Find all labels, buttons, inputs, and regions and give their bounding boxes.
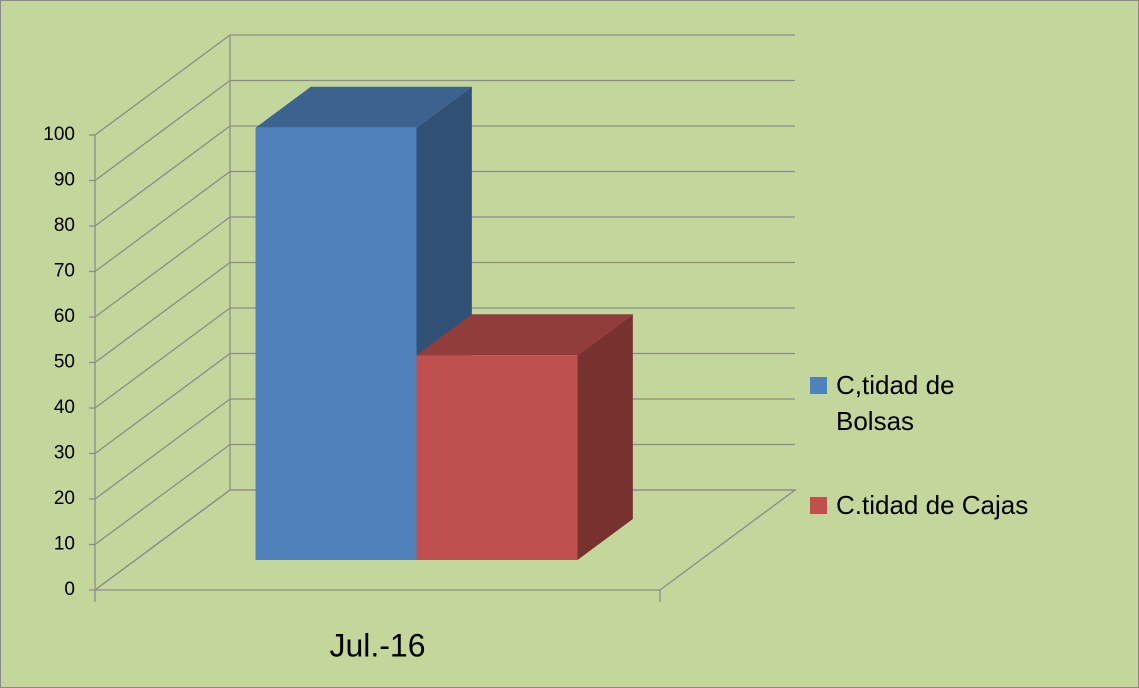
y-tick-label: 0	[64, 579, 75, 600]
y-tick-label: 50	[54, 352, 75, 373]
grid-line	[94, 261, 795, 364]
grid-line	[94, 34, 795, 136]
y-tick-label: 40	[54, 397, 75, 418]
legend-swatch	[810, 377, 827, 394]
y-tick-label: 10	[54, 534, 75, 555]
y-tick-label: 20	[54, 488, 75, 509]
y-tick-label: 90	[54, 170, 75, 191]
bar-top	[255, 86, 472, 128]
legend-label: C,tidad de Bolsas	[836, 370, 955, 436]
bar	[416, 355, 578, 560]
bar-side	[577, 314, 633, 560]
legend-label: C.tidad de Cajas	[836, 490, 1029, 520]
y-tick-label: 30	[54, 443, 75, 464]
grid-line	[94, 79, 795, 182]
y-tick-label: 100	[43, 124, 75, 145]
bar	[255, 127, 417, 560]
y-tick-label: 60	[54, 306, 75, 327]
legend-swatch	[810, 497, 827, 514]
y-tick-label: 80	[54, 215, 75, 236]
bar-top	[416, 314, 633, 356]
x-tick-label: Jul.-16	[329, 627, 425, 663]
grid-line	[94, 307, 795, 409]
grid-line	[94, 216, 795, 318]
grid-line	[94, 170, 795, 273]
y-tick-label: 70	[54, 261, 75, 282]
grid-line	[94, 125, 795, 227]
